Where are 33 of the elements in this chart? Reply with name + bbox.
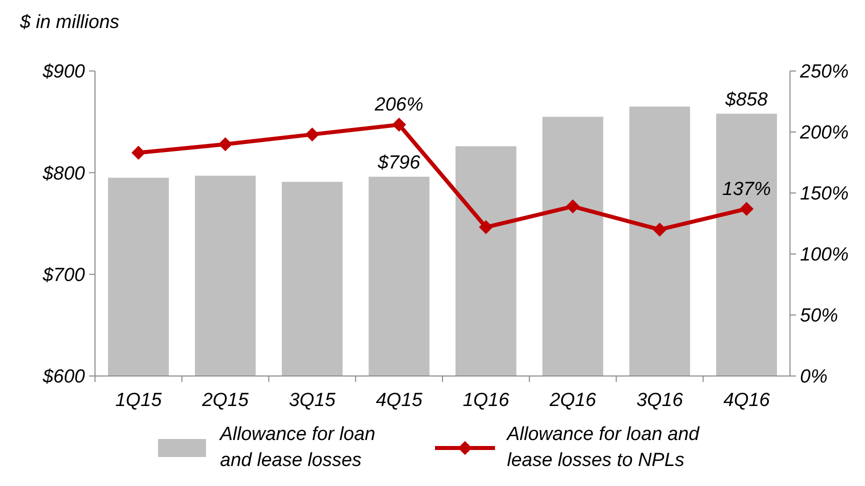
y-tick-label: $800 bbox=[42, 163, 86, 184]
x-tick-label: 1Q15 bbox=[115, 390, 162, 411]
point bbox=[652, 222, 667, 237]
x-tick-label: 1Q16 bbox=[462, 390, 510, 411]
y2-tick-label: 250% bbox=[799, 62, 849, 83]
data-label: 137% bbox=[722, 178, 771, 200]
data-label: $858 bbox=[724, 90, 768, 111]
data-label: 206% bbox=[374, 94, 424, 116]
legend-label: Allowance for loan and lease losses bbox=[219, 424, 376, 471]
x-tick-label: 4Q15 bbox=[376, 390, 423, 411]
legend-label: Allowance for loan and lease losses to NPLs bbox=[506, 424, 701, 471]
y-tick-label: $600 bbox=[42, 366, 86, 388]
point bbox=[740, 202, 754, 216]
y-tick-label: $700 bbox=[42, 264, 86, 286]
y2-tick-label: 50% bbox=[800, 306, 838, 327]
point bbox=[218, 137, 232, 152]
data-label: $796 bbox=[376, 152, 421, 174]
y2-tick-label: 150% bbox=[800, 184, 849, 205]
point bbox=[566, 199, 580, 214]
x-tick-label: 2Q15 bbox=[201, 390, 249, 411]
y2-tick-label: 100% bbox=[800, 244, 849, 266]
x-tick-label: 4Q16 bbox=[723, 390, 770, 411]
x-tick-label: 3Q16 bbox=[636, 390, 684, 411]
point bbox=[305, 127, 320, 142]
point bbox=[478, 220, 493, 234]
x-tick-label: 2Q16 bbox=[548, 390, 596, 411]
y2-tick-label: 200% bbox=[799, 122, 849, 144]
point bbox=[131, 146, 146, 160]
point bbox=[392, 118, 406, 132]
y-tick-label: $900 bbox=[42, 62, 86, 83]
y2-tick-label: 0% bbox=[800, 366, 828, 388]
x-tick-label: 3Q15 bbox=[288, 390, 336, 411]
y-axis-title: $ in millions bbox=[19, 12, 120, 33]
